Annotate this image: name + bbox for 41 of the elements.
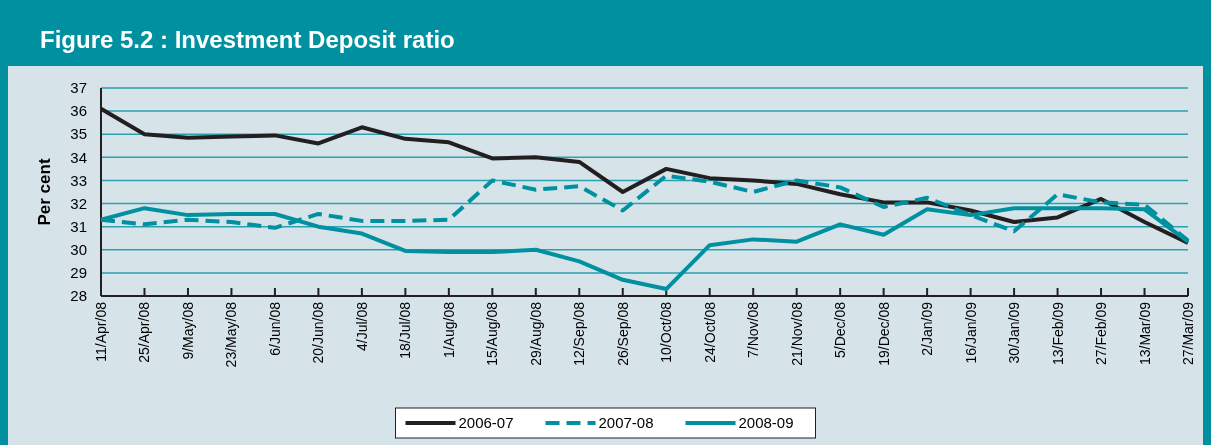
x-tick-label: 12/Sep/08 xyxy=(571,301,588,366)
x-tick-label: 13/Mar/09 xyxy=(1136,301,1153,366)
x-tick-label: 29/Aug/08 xyxy=(527,301,544,366)
x-tick-label: 23/May/08 xyxy=(223,301,240,368)
y-tick-label: 37 xyxy=(70,79,87,97)
x-tick-label: 4/Jul/08 xyxy=(353,301,370,352)
y-tick-label: 32 xyxy=(70,194,87,212)
x-tick-label: 6/Jun/08 xyxy=(266,301,283,356)
y-axis-title: Per cent xyxy=(35,158,54,226)
x-tick-label: 7/Nov/08 xyxy=(745,301,762,359)
x-tick-label: 16/Jan/09 xyxy=(962,301,979,364)
x-tick-label: 25/Apr/08 xyxy=(136,301,153,363)
x-tick-label: 10/Oct/08 xyxy=(658,301,675,363)
x-tick-label: 18/Jul/08 xyxy=(397,301,414,359)
legend-label: 2006-07 xyxy=(458,414,514,432)
legend-label: 2007-08 xyxy=(598,414,654,432)
x-tick-label: 27/Feb/09 xyxy=(1093,301,1110,366)
y-tick-label: 34 xyxy=(70,148,87,166)
x-tick-label: 26/Sep/08 xyxy=(614,301,631,366)
x-tick-label: 2/Jan/09 xyxy=(919,301,936,356)
y-tick-label: 36 xyxy=(70,102,87,120)
y-tick-label: 28 xyxy=(70,287,87,305)
x-tick-label: 1/Aug/08 xyxy=(440,301,457,359)
x-tick-label: 30/Jan/09 xyxy=(1006,301,1023,364)
x-tick-label: 11/Apr/08 xyxy=(93,301,109,362)
x-tick-label: 13/Feb/09 xyxy=(1049,301,1066,366)
x-tick-label: 19/Dec/08 xyxy=(875,301,892,366)
y-tick-label: 33 xyxy=(70,171,87,189)
x-tick-label: 27/Mar/09 xyxy=(1180,301,1196,366)
legend-label: 2008-09 xyxy=(738,414,794,432)
x-tick-label: 20/Jun/08 xyxy=(310,301,327,364)
y-tick-label: 31 xyxy=(70,217,87,235)
y-tick-label: 30 xyxy=(70,241,87,259)
x-tick-label: 9/May/08 xyxy=(179,301,196,360)
x-tick-label: 24/Oct/08 xyxy=(701,301,718,363)
x-tick-label: 5/Dec/08 xyxy=(832,301,849,359)
x-tick-label: 21/Nov/08 xyxy=(788,301,805,366)
x-tick-label: 15/Aug/08 xyxy=(484,301,501,366)
chart-title: Figure 5.2 : Investment Deposit ratio xyxy=(40,26,455,53)
y-tick-label: 29 xyxy=(70,264,87,282)
y-tick-label: 35 xyxy=(70,125,87,143)
